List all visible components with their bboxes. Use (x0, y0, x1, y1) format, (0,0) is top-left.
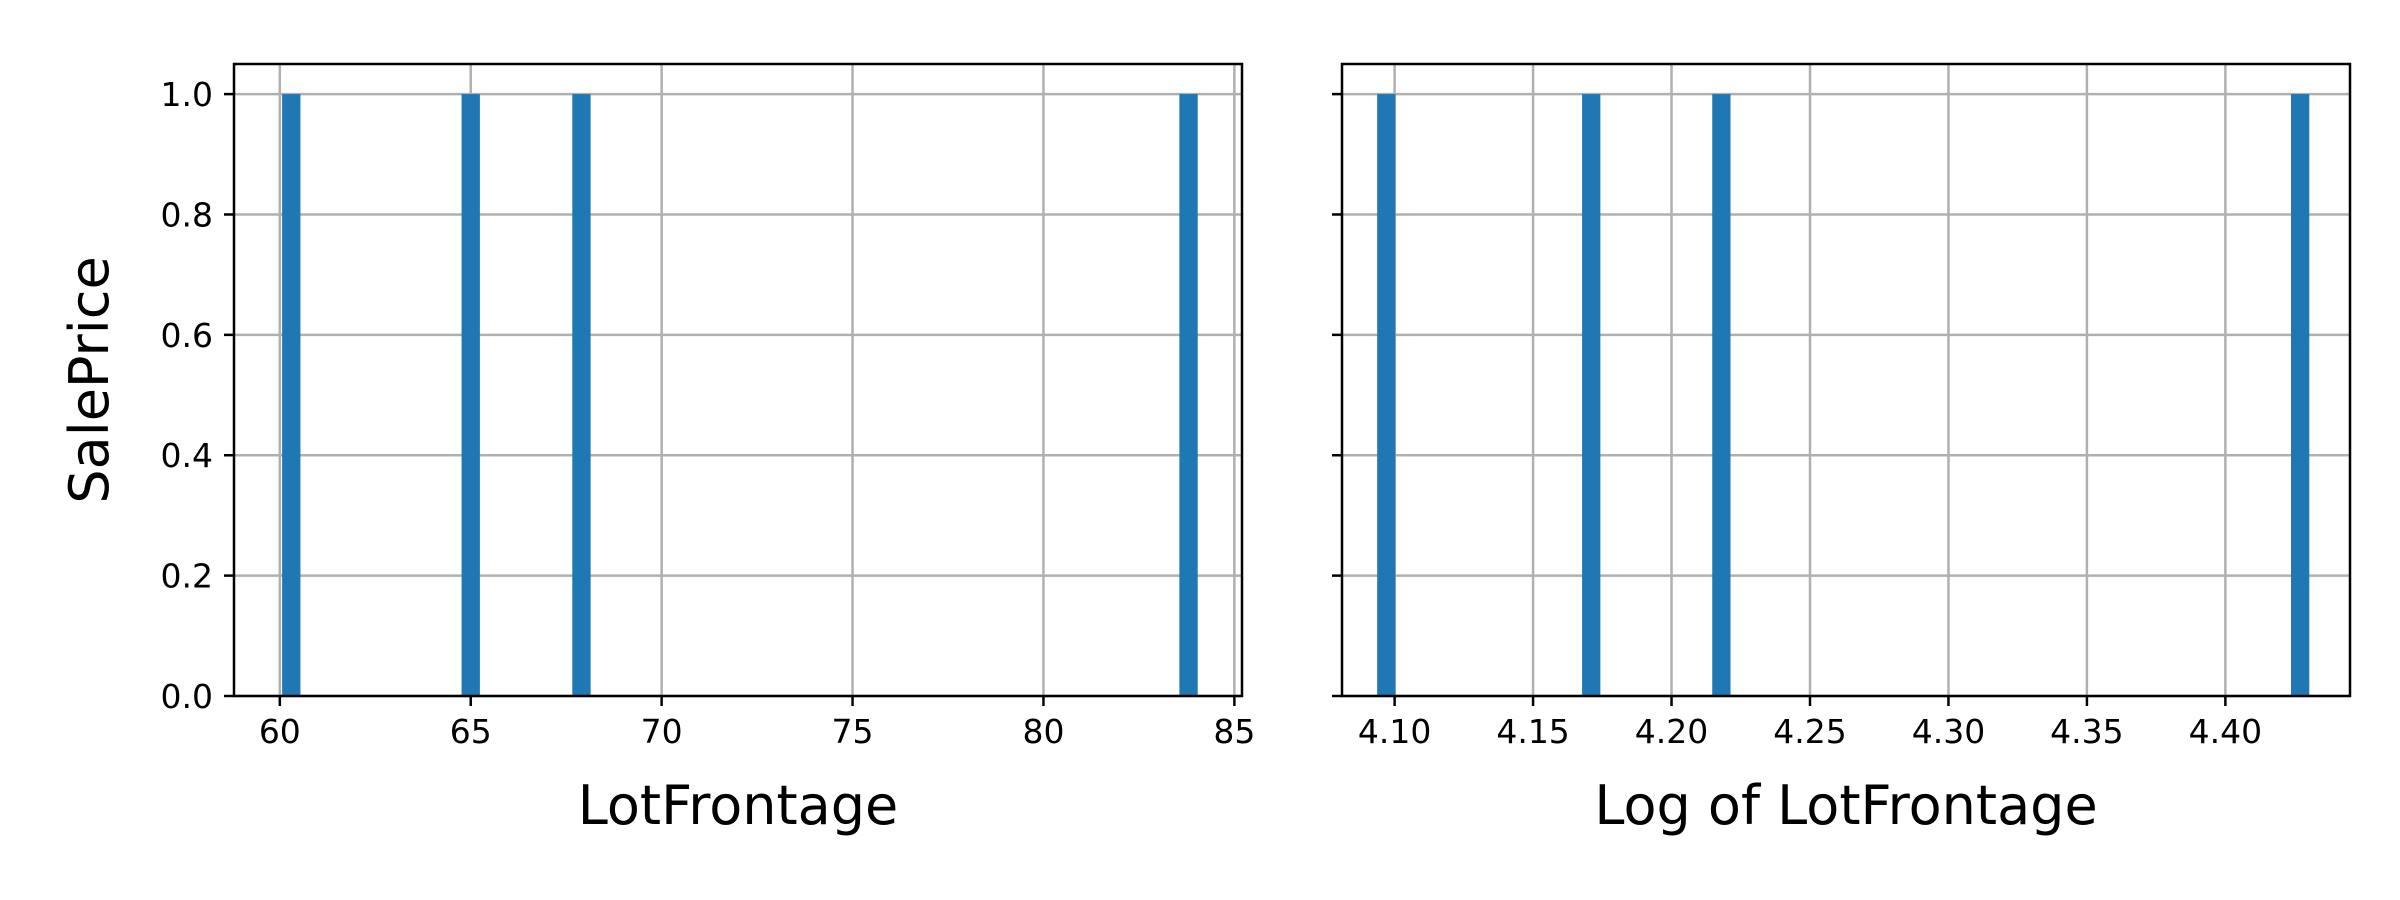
x-tick-label: 85 (1213, 712, 1255, 751)
y-tick-label: 1.0 (161, 75, 213, 114)
y-axis-label: SalePrice (58, 256, 121, 503)
histogram-bar (1582, 94, 1601, 697)
y-tick-label: 0.4 (161, 436, 213, 475)
x-tick-label: 4.40 (2189, 712, 2262, 751)
histogram-bar (572, 94, 591, 697)
histogram-bar (1712, 94, 1731, 697)
y-tick-label: 0.6 (161, 316, 213, 355)
axes-frame (1340, 62, 2352, 698)
y-tick-label: 0.8 (161, 195, 213, 234)
x-tick-label: 4.25 (1773, 712, 1846, 751)
histogram-bar (1377, 94, 1396, 697)
histogram-panel-log-lotfrontage: 4.10 4.15 4.20 4.25 4.30 4.35 4.40 Log of LotFr… (1332, 62, 2352, 837)
y-tick-label: 0.0 (161, 677, 213, 716)
histogram-bar (282, 94, 301, 697)
x-axis-label: LotFrontage (578, 774, 899, 837)
axes-frame (232, 62, 1244, 698)
x-tick-label: 75 (832, 712, 874, 751)
y-tick-label: 0.2 (161, 557, 213, 596)
x-tick-label: 60 (259, 712, 301, 751)
x-axis-label: Log of LotFrontage (1594, 774, 2097, 837)
x-tick-label: 70 (641, 712, 683, 751)
histogram-bar (2291, 94, 2310, 697)
x-tick-label: 80 (1022, 712, 1064, 751)
x-tick-label: 65 (450, 712, 492, 751)
x-tick-label: 4.20 (1635, 712, 1708, 751)
x-tick-label: 4.15 (1496, 712, 1569, 751)
x-tick-label: 4.10 (1358, 712, 1431, 751)
x-tick-label: 4.35 (2050, 712, 2123, 751)
histogram-panel-lotfrontage: 60 65 70 75 80 85 0.0 0.2 0.4 0.6 0.8 1.0 LotFrontag… (58, 62, 1255, 837)
histogram-bar (1179, 94, 1198, 697)
histogram-bar (461, 94, 480, 697)
x-tick-label: 4.30 (1912, 712, 1985, 751)
